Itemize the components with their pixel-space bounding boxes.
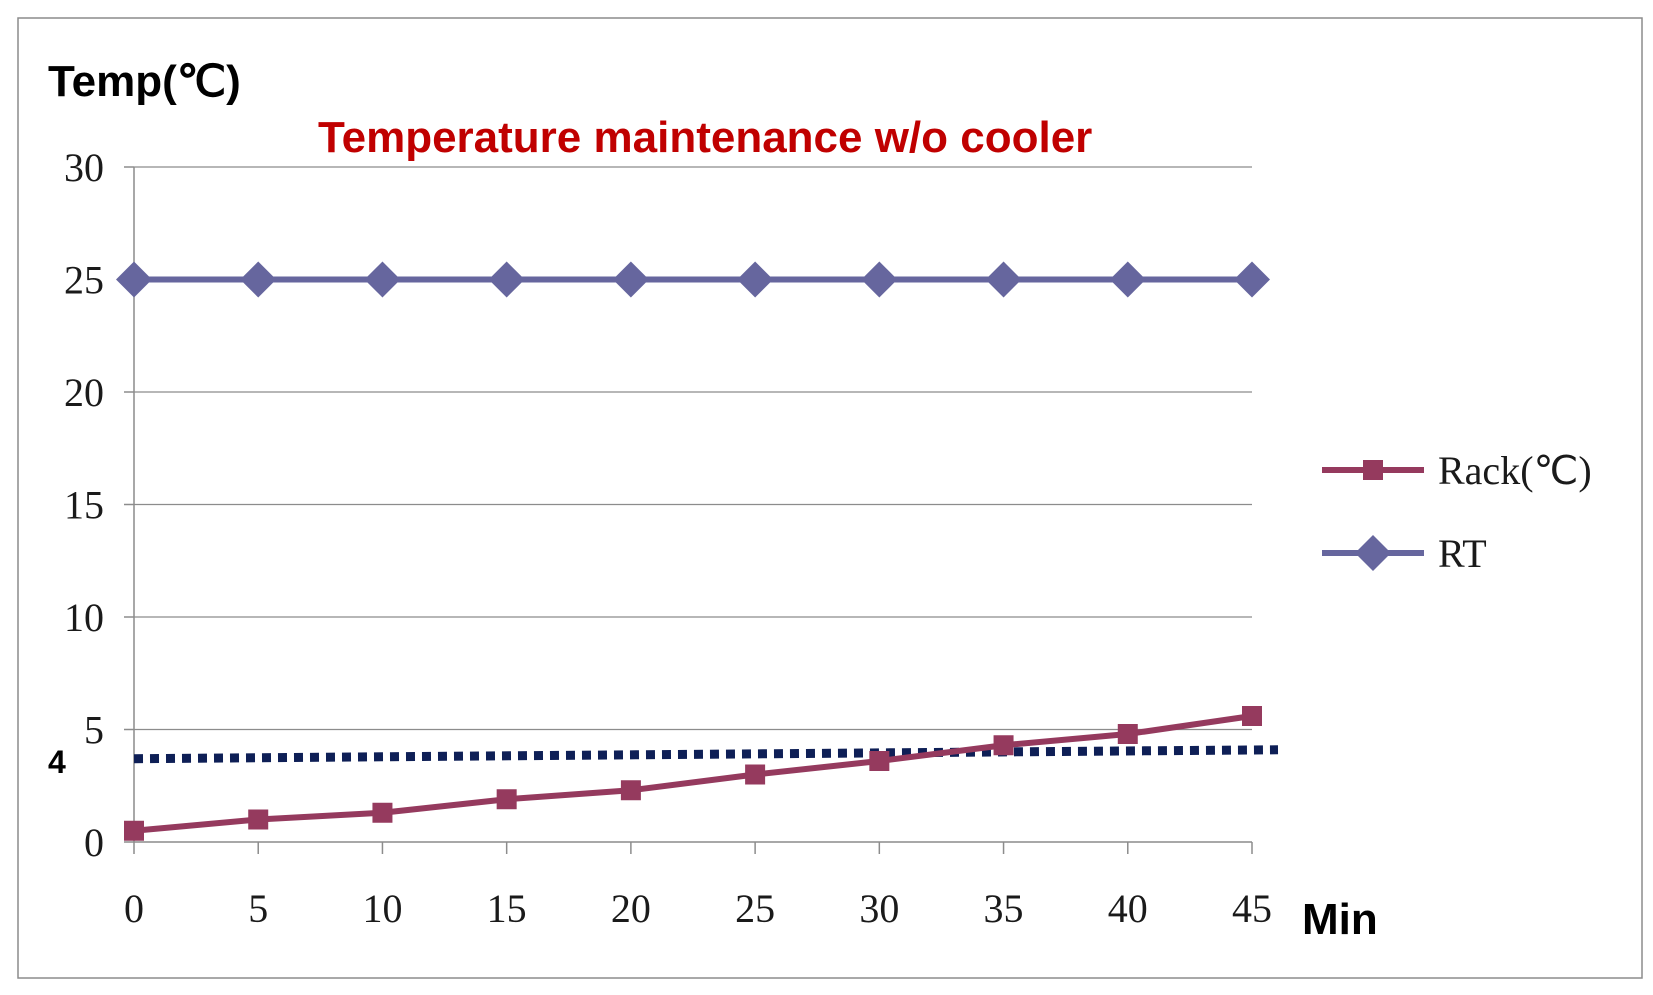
y-tick-label: 0 [84, 820, 104, 865]
x-tick-label: 35 [984, 886, 1024, 931]
data-point-diamond [240, 261, 277, 298]
tick-labels: 0 5 10 15 20 25 30 0 5 10 15 20 25 30 35 40 45 [64, 145, 1272, 931]
legend-label: RT [1438, 531, 1487, 576]
x-axis-title: Min [1302, 895, 1378, 944]
x-tick-label: 45 [1232, 886, 1272, 931]
x-tick-label: 0 [124, 886, 144, 931]
legend-marker-diamond [1355, 535, 1391, 571]
data-point-square [620, 780, 641, 801]
data-point-diamond [116, 261, 152, 298]
y-tick-label: 5 [84, 708, 104, 753]
data-point-diamond [364, 261, 401, 298]
y-tick-label: 20 [64, 370, 104, 415]
x-tick-label: 5 [248, 886, 268, 931]
x-tick-label: 10 [362, 886, 402, 931]
data-point-diamond [488, 261, 525, 298]
x-tick-label: 20 [611, 886, 651, 931]
chart-title: Temperature maintenance w/o cooler [318, 113, 1092, 162]
x-tick-label: 15 [487, 886, 527, 931]
y-tick-label: 25 [64, 258, 104, 303]
legend: Rack(℃) RT [1322, 448, 1592, 576]
data-point-square [745, 764, 766, 785]
data-point-diamond [737, 261, 774, 298]
chart-frame [17, 17, 1643, 979]
series-group [116, 261, 1270, 841]
data-point-diamond [612, 261, 649, 298]
reference-line-label: 4 [48, 744, 66, 780]
y-tick-label: 10 [64, 595, 104, 640]
data-point-square [1117, 724, 1138, 744]
x-tick-label: 40 [1108, 886, 1148, 931]
data-point-square [869, 751, 890, 771]
series-line-square [133, 713, 1253, 834]
y-tick-label: 30 [64, 145, 104, 190]
legend-label: Rack(℃) [1438, 448, 1592, 493]
data-point-diamond [985, 261, 1022, 298]
data-point-diamond [1109, 261, 1146, 298]
data-point-square [993, 735, 1014, 756]
data-point-square [496, 789, 517, 810]
data-point-diamond [861, 261, 898, 298]
y-tick-label: 15 [64, 483, 104, 528]
y-axis-title: Temp(℃) [48, 57, 241, 106]
legend-marker-square [1363, 460, 1383, 480]
reference-line-group: 4 [48, 744, 1279, 780]
x-tick-label: 30 [859, 886, 899, 931]
data-point-square [372, 802, 393, 823]
data-point-square [1242, 706, 1262, 726]
x-tick-label: 25 [735, 886, 775, 931]
data-point-square [248, 809, 269, 830]
data-point-square [124, 820, 144, 841]
data-point-diamond [1234, 261, 1270, 298]
